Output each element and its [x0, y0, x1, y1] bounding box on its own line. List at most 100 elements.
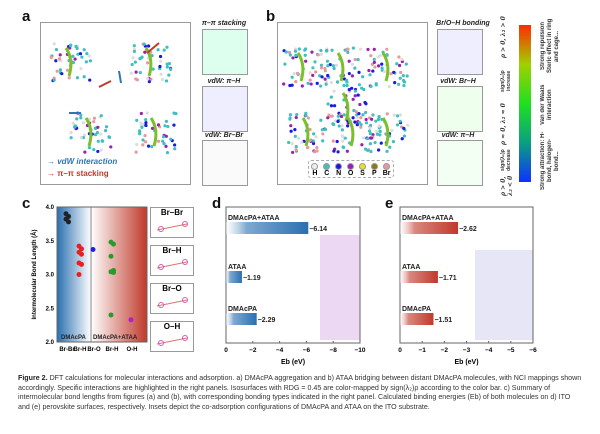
atom: [398, 76, 402, 80]
atom: [329, 95, 333, 99]
x-tick-label: Br-O: [87, 347, 101, 353]
atom: [52, 78, 56, 82]
atom: [329, 104, 334, 108]
y-tick-label: 2.0: [46, 340, 55, 346]
atom: [357, 112, 361, 116]
nci-isosurface: [341, 92, 350, 122]
atom: [316, 53, 320, 57]
atom: [294, 145, 298, 149]
ito-inset-structure: [320, 235, 360, 340]
bar-value-label: −6.14: [309, 226, 327, 233]
colorbar-decrease: sign(λ₂)ρ decrease: [500, 149, 512, 171]
atom: [295, 113, 299, 117]
atom: [360, 143, 364, 147]
bond-sketch: [156, 297, 188, 308]
atom: [347, 87, 351, 92]
x-axis-label: Eb (eV): [454, 359, 478, 366]
atom: [332, 66, 336, 71]
atom: [336, 150, 340, 154]
element-symbol: N: [336, 170, 342, 177]
atom: [65, 68, 70, 72]
atom: [378, 133, 382, 137]
atom: [141, 143, 145, 147]
atom: [334, 63, 339, 67]
bond-inset-label: Br–H: [162, 246, 182, 255]
atom: [351, 46, 355, 50]
atom: [362, 87, 366, 92]
atom: [366, 148, 370, 153]
atom: [353, 120, 357, 124]
element-legend-item: P: [370, 163, 378, 177]
atom: [129, 71, 133, 75]
atom: [402, 134, 407, 138]
atom: [49, 55, 53, 59]
atom: [293, 49, 298, 53]
atom: [312, 132, 316, 136]
atom: [68, 46, 72, 50]
data-point: [111, 269, 116, 275]
atom: [144, 140, 148, 144]
atom: [146, 144, 151, 148]
atom: [165, 65, 169, 69]
atom: [138, 70, 142, 75]
inset-a2: [202, 86, 248, 132]
atom: [377, 115, 381, 119]
atom: [294, 115, 298, 120]
inset-b2: [437, 86, 483, 132]
atom: [372, 60, 376, 64]
colorbar-mid-condition: ρ ≈ 0, λ₂ ≈ 0: [500, 103, 507, 145]
atom: [294, 79, 298, 84]
atom: [134, 150, 138, 154]
atom: [391, 140, 395, 144]
atom: [290, 75, 294, 79]
x-tick-label: −2: [441, 347, 449, 354]
atom: [356, 57, 360, 62]
atom: [308, 138, 312, 142]
atom: [163, 124, 167, 128]
atom: [320, 75, 324, 79]
atom: [71, 54, 75, 58]
atom: [287, 50, 292, 54]
pi-stacking-arrow: [98, 80, 112, 88]
atom: [401, 78, 406, 83]
atom: [82, 48, 86, 52]
element-swatch: [358, 163, 366, 170]
panel-a-label: a: [22, 8, 31, 25]
atom: [342, 113, 346, 117]
atom: [92, 116, 97, 120]
atom: [311, 139, 315, 143]
atom: [84, 60, 88, 64]
atom: [160, 77, 165, 82]
bar-category-label: DMAcPA+ATAA: [228, 215, 280, 222]
atom: [345, 149, 349, 153]
atom: [398, 113, 403, 117]
atom: [311, 73, 315, 77]
x-tick-label: −2: [249, 347, 257, 354]
molecule-render-b: [282, 46, 410, 155]
inset-a1-title: π–π stacking: [201, 20, 247, 27]
atom: [382, 69, 386, 74]
atom: [145, 111, 149, 115]
atom: [293, 47, 298, 51]
data-point: [108, 312, 114, 318]
element-swatch: [347, 163, 355, 170]
atom: [332, 104, 337, 108]
atom: [52, 42, 56, 46]
atom: [284, 50, 288, 54]
y-axis-label: Intermolecular Bond Length (Å): [31, 229, 38, 319]
atom: [341, 134, 345, 139]
atom: [319, 48, 323, 53]
atom: [288, 53, 292, 57]
nci-isosurface: [149, 117, 158, 147]
atom: [389, 72, 393, 76]
atom: [353, 57, 357, 62]
atom: [323, 127, 328, 132]
atom: [292, 71, 296, 76]
panel-b-label: b: [266, 8, 276, 25]
atom: [319, 52, 323, 57]
element-legend-item: C: [323, 163, 331, 177]
element-swatch: [311, 163, 319, 170]
atom: [368, 131, 372, 136]
element-legend: H C N O S P Br: [308, 160, 394, 178]
atom: [58, 53, 62, 57]
